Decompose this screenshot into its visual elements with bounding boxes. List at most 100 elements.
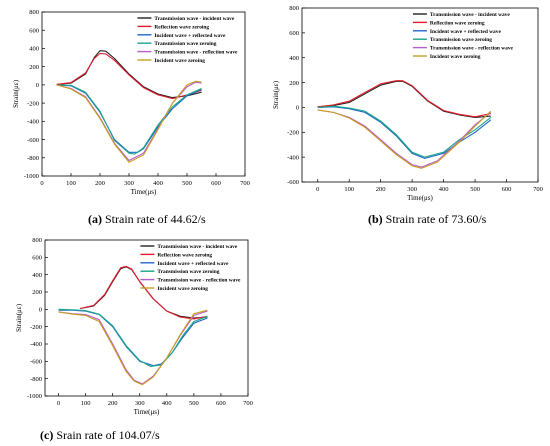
legend-entry: Incident wave + reflected wave (430, 29, 502, 35)
legend-entry: Transmission wave - incident wave (430, 12, 510, 18)
x-tick-label: 0 (57, 400, 60, 407)
y-tick-label: 200 (29, 64, 39, 71)
x-tick-label: 600 (216, 400, 226, 407)
caption-b-text: Strain rate of 73.60/s (382, 212, 487, 226)
x-tick-label: 200 (108, 400, 118, 407)
x-tick-label: 0 (40, 180, 43, 187)
y-tick-label: 600 (289, 30, 299, 37)
series-line (317, 80, 491, 118)
legend-entry: Incident wave + reflected wave (157, 261, 229, 267)
caption-a-letter: (a) (88, 212, 102, 226)
legend-entry: Incident wave + reflected wave (154, 33, 226, 39)
x-tick-label: 300 (124, 180, 134, 187)
x-tick-label: 600 (211, 180, 221, 187)
legend-entry: Transmission wave - incident wave (154, 16, 234, 22)
y-tick-label: -200 (30, 324, 42, 331)
series-line (58, 309, 208, 367)
x-tick-label: 400 (162, 400, 172, 407)
y-tick-label: -800 (27, 155, 39, 162)
legend-entry: Transmission wave zeroing (154, 41, 216, 47)
series-line (56, 52, 202, 100)
y-tick-label: -600 (287, 179, 299, 186)
chart-a: 0 100 200 300 400 500 600 700 -1000 -800 -600 -400 -… (12, 9, 250, 196)
y-tick-label: 0 (39, 307, 42, 314)
x-tick-label: 400 (153, 180, 163, 187)
legend-entry: Transmission wave - incident wave (157, 244, 237, 250)
x-tick-label: 500 (470, 186, 480, 193)
plot-frame (41, 11, 246, 177)
x-axis-label: Time(μs) (134, 408, 160, 416)
y-tick-label: 600 (29, 27, 39, 34)
y-tick-label: 0 (296, 105, 299, 112)
x-tick-label: 700 (240, 180, 250, 187)
x-axis-label: Time(μs) (407, 194, 433, 202)
legend-entry: Incident wave zeroing (157, 286, 208, 292)
y-tick-label: -1000 (27, 393, 42, 400)
x-tick-label: 200 (376, 186, 386, 193)
y-tick-label: -400 (27, 119, 39, 126)
series-line (317, 109, 492, 169)
x-tick-label: 100 (66, 180, 76, 187)
y-tick-label: 0 (36, 82, 39, 89)
series-line (317, 106, 492, 159)
y-axis-label: Strain(με) (15, 303, 23, 332)
caption-b-letter: (b) (368, 212, 383, 226)
y-tick-label: -800 (30, 376, 42, 383)
plot-frame (44, 239, 249, 397)
y-tick-label: 800 (29, 9, 39, 16)
y-tick-label: 400 (289, 55, 299, 62)
y-tick-label: 400 (29, 46, 39, 53)
chart-panel-c: 0 100 200 300 400 500 600 700 -1000 -800 -600 -400 -… (0, 230, 260, 430)
legend-entry: Incident wave zeroing (154, 58, 205, 64)
y-tick-label: -1000 (24, 173, 39, 180)
chart-panel-b: 0 100 200 300 400 500 600 700 -600 -400 -200 0 200 40… (268, 0, 550, 202)
series-line (56, 81, 202, 162)
caption-a-text: Strain rate of 44.62/s (102, 212, 206, 226)
caption-a: (a) Strain rate of 44.62/s (88, 212, 206, 227)
series-line (56, 84, 202, 155)
series-line (56, 80, 202, 163)
chart-b: 0 100 200 300 400 500 600 700 -600 -400 -200 0 200 40… (272, 5, 543, 202)
x-tick-label: 300 (407, 186, 417, 193)
x-tick-label: 600 (502, 186, 512, 193)
y-tick-label: -400 (287, 154, 299, 161)
y-tick-label: -600 (27, 137, 39, 144)
y-axis-label: Strain(με) (12, 79, 20, 108)
chart-c: 0 100 200 300 400 500 600 700 -1000 -800 -600 -400 -… (15, 237, 253, 416)
y-tick-label: 800 (289, 5, 299, 12)
series-line (56, 50, 202, 99)
series-line (56, 84, 202, 153)
legend-entry: Reflection wave zeroing (430, 20, 485, 26)
legend-entry: Transmission wave - reflection wave (430, 46, 514, 52)
x-tick-label: 500 (182, 180, 192, 187)
x-tick-label: 700 (243, 400, 253, 407)
y-tick-label: -200 (27, 100, 39, 107)
x-axis-label: Time(μs) (131, 188, 157, 196)
y-tick-label: 200 (289, 80, 299, 87)
x-tick-label: 700 (533, 186, 543, 193)
x-tick-label: 300 (135, 400, 145, 407)
legend-entry: Reflection wave zeroing (157, 252, 212, 258)
caption-b: (b) Strain rate of 73.60/s (368, 212, 486, 227)
x-tick-label: 100 (81, 400, 91, 407)
series-line (58, 308, 208, 368)
plot-frame (301, 7, 539, 183)
x-tick-label: 0 (316, 186, 319, 193)
series-line (317, 80, 491, 118)
y-tick-label: 200 (32, 289, 42, 296)
series-line (58, 310, 208, 385)
caption-c-letter: (c) (40, 428, 54, 442)
x-tick-label: 200 (95, 180, 105, 187)
series-line (317, 105, 492, 158)
legend-entry: Transmission wave - reflection wave (157, 278, 241, 284)
legend-entry: Incident wave zeroing (430, 54, 481, 60)
series-line (58, 309, 208, 386)
legend-entry: Reflection wave zeroing (154, 24, 209, 30)
series-line (80, 265, 208, 320)
y-tick-label: -200 (287, 129, 299, 136)
caption-c-text: Srain rate of 104.07/s (53, 428, 160, 442)
x-tick-label: 400 (439, 186, 449, 193)
y-axis-label: Strain(με) (272, 80, 280, 109)
caption-c: (c) Srain rate of 104.07/s (40, 428, 160, 443)
legend-entry: Transmission wave - reflection wave (154, 50, 238, 56)
